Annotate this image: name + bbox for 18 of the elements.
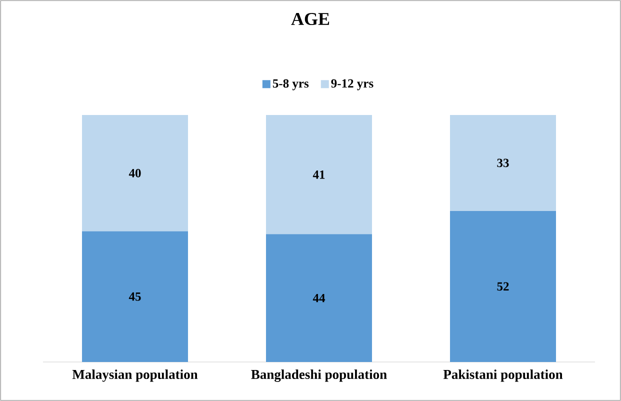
- bar: [450, 210, 556, 362]
- data-label: 52: [497, 282, 509, 291]
- bar: [82, 115, 188, 232]
- legend-label: 9-12 yrs: [331, 79, 374, 90]
- data-label: 33: [497, 158, 509, 168]
- bar: [266, 234, 372, 362]
- x-tick-label: Bangladeshi population: [251, 370, 387, 382]
- bar: [82, 231, 188, 362]
- x-tick-label: Malaysian population: [72, 370, 198, 382]
- bar: [266, 115, 372, 234]
- chart-title: AGE: [291, 12, 330, 26]
- bar: [450, 115, 556, 211]
- legend-label: 5-8 yrs: [272, 79, 309, 90]
- data-label: 40: [128, 168, 141, 178]
- data-label: 44: [312, 294, 326, 302]
- x-tick-label: Pakistani population: [443, 370, 563, 382]
- data-label: 41: [312, 170, 325, 179]
- data-label: 45: [128, 292, 141, 301]
